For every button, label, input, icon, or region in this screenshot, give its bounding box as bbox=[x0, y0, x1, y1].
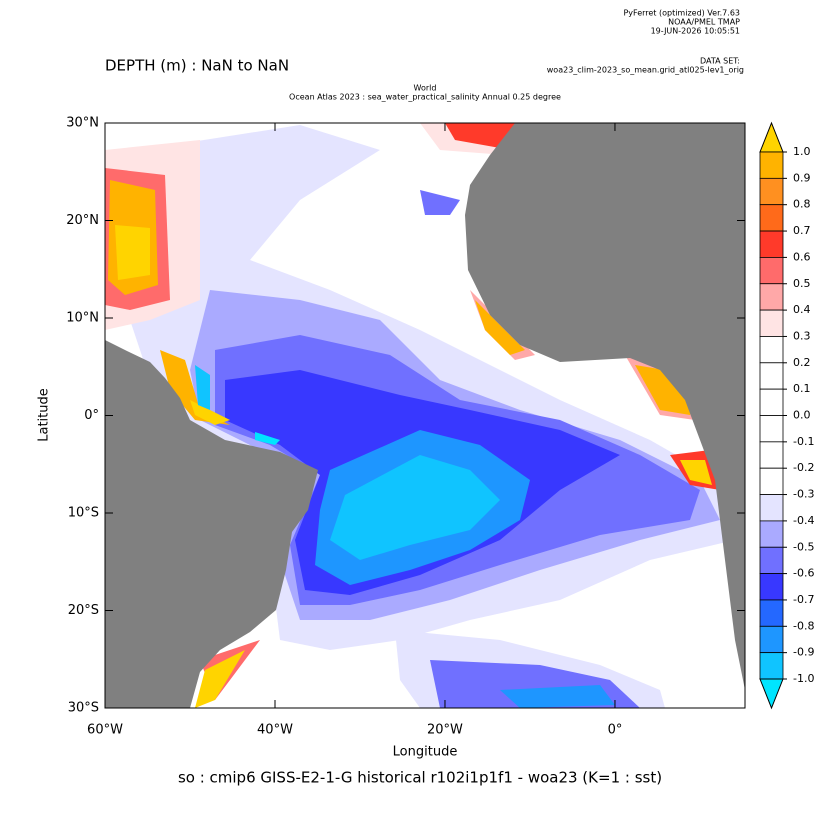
colorbar-label: -0.4 bbox=[793, 514, 814, 527]
depth: DEPTH (m) : NaN to NaN bbox=[105, 57, 289, 75]
shaded-field bbox=[160, 350, 230, 425]
colorbar-label: 0.8 bbox=[793, 198, 811, 211]
shaded-field bbox=[330, 455, 500, 560]
colorbar-band bbox=[759, 573, 784, 601]
land bbox=[105, 340, 318, 708]
colorbar-label: 0.6 bbox=[793, 250, 811, 263]
colorbar-band bbox=[759, 283, 784, 311]
chart-title: Ocean Atlas 2023 : sea_water_practical_s… bbox=[289, 93, 561, 102]
colorbar-band bbox=[759, 415, 784, 443]
x-tick-label: 20°W bbox=[427, 723, 463, 738]
colorbar-label: 0.1 bbox=[793, 382, 811, 395]
colorbar-band bbox=[759, 652, 784, 680]
shaded-field bbox=[420, 190, 460, 215]
colorbar-band bbox=[759, 441, 784, 469]
y-tick-label: 10°N bbox=[66, 311, 99, 326]
x-tick-label: 40°W bbox=[257, 723, 293, 738]
colorbar-extend bbox=[759, 678, 784, 710]
shaded-field bbox=[195, 365, 210, 410]
shaded-field bbox=[500, 685, 615, 708]
colorbar-band bbox=[759, 494, 784, 522]
colorbar-band bbox=[759, 599, 784, 627]
colorbar-band bbox=[759, 204, 784, 232]
colorbar-label: -0.8 bbox=[793, 619, 814, 632]
colorbar-band bbox=[759, 309, 784, 337]
colorbar-label: -0.5 bbox=[793, 540, 814, 553]
colorbar-label: -1.0 bbox=[793, 672, 814, 685]
y-tick-label: 30°S bbox=[68, 701, 99, 716]
colorbar-label: -0.9 bbox=[793, 646, 814, 659]
dataset: woa23_clim-2023_so_mean.grid_atl025-lev1… bbox=[547, 66, 744, 75]
colorbar-band bbox=[759, 520, 784, 548]
shaded-field bbox=[195, 650, 245, 708]
shaded-field bbox=[115, 225, 150, 280]
colorbar-band bbox=[759, 177, 784, 206]
land bbox=[465, 123, 745, 690]
colorbar-band bbox=[759, 336, 784, 364]
shaded-field bbox=[190, 400, 230, 425]
colorbar-label: 0.0 bbox=[793, 409, 811, 422]
colorbar-band bbox=[759, 546, 784, 575]
colorbar-label: -0.2 bbox=[793, 461, 814, 474]
timestamp: 19-JUN-2026 10:05:51 bbox=[651, 27, 740, 36]
y-tick-label: 20°S bbox=[68, 603, 99, 618]
y-tick-label: 0° bbox=[84, 408, 99, 423]
y-tick-label: 20°N bbox=[66, 213, 99, 228]
colorbar-label: -0.6 bbox=[793, 567, 814, 580]
y-tick-label: 10°S bbox=[68, 506, 99, 521]
dataset-label: DATA SET: bbox=[700, 57, 740, 66]
shaded-field bbox=[255, 432, 280, 445]
shaded-field bbox=[635, 365, 695, 415]
x-axis-label: Longitude bbox=[393, 745, 458, 760]
colorbar-label: 0.2 bbox=[793, 356, 811, 369]
colorbar-band bbox=[759, 625, 784, 654]
shaded-field bbox=[680, 460, 712, 485]
x-tick-label: 0° bbox=[608, 723, 623, 738]
shaded-field bbox=[475, 300, 525, 355]
colorbar-label: 0.5 bbox=[793, 277, 811, 290]
colorbar-extend bbox=[759, 121, 784, 153]
colorbar-label: -0.7 bbox=[793, 593, 814, 606]
colorbar-label: 0.3 bbox=[793, 329, 811, 342]
colorbar-band bbox=[759, 467, 784, 495]
colorbar-label: 0.9 bbox=[793, 171, 811, 184]
colorbar-label: 0.7 bbox=[793, 224, 811, 237]
colorbar-label: -0.3 bbox=[793, 488, 814, 501]
colorbar: 1.0 0.9 0.8 0.7 0.6 0.5 0.4 0.3 0.2 0.1 0.0 -0.1 -0.… bbox=[759, 121, 814, 710]
colorbar-label: -0.1 bbox=[793, 435, 814, 448]
colorbar-label: 0.4 bbox=[793, 303, 811, 316]
colorbar-band bbox=[759, 388, 784, 416]
y-axis-label: Latitude bbox=[37, 388, 52, 442]
colorbar-band bbox=[759, 362, 784, 390]
header: PyFerret (optimized) Ver.7.63 NOAA/PMEL … bbox=[37, 9, 745, 787]
y-tick-label: 30°N bbox=[66, 116, 99, 131]
colorbar-band bbox=[759, 230, 784, 258]
plot-area: 60°W 40°W 20°W 0° 30°N 20°N 10°N 0° 10°S 20°S 30°S bbox=[66, 116, 746, 738]
x-tick-label: 60°W bbox=[87, 723, 123, 738]
colorbar-label: 1.0 bbox=[793, 145, 811, 158]
institution: NOAA/PMEL TMAP bbox=[668, 18, 740, 27]
colorbar-band bbox=[759, 151, 784, 179]
colorbar-band bbox=[759, 256, 784, 285]
chart-title: World bbox=[414, 84, 437, 93]
caption: so : cmip6 GISS-E2-1-G historical r102i1… bbox=[178, 769, 662, 787]
software: PyFerret (optimized) Ver.7.63 bbox=[623, 9, 740, 18]
